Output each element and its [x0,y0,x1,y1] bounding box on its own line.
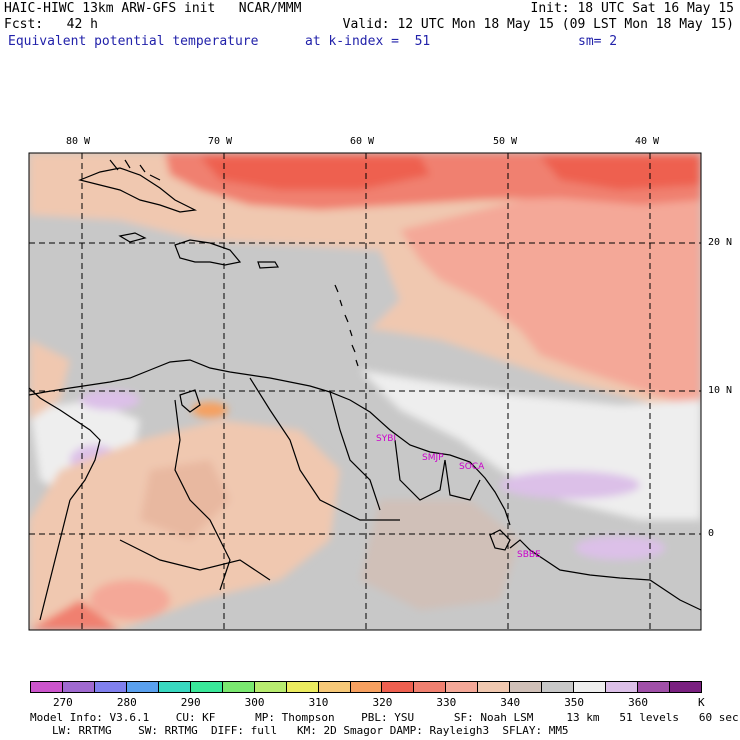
colorbar-swatch [61,681,95,693]
model-info-line2: LW: RRTMG SW: RRTMG DIFF: full KM: 2D Sm… [52,724,569,737]
colorbar-swatch [157,681,191,693]
colorbar-tick-label: 320 [372,696,393,709]
lon-label-40w: 40 W [635,136,660,147]
lon-label-50w: 50 W [493,136,518,147]
smoothing-label: sm= 2 [578,34,618,49]
graticule [29,153,701,630]
colorbar-swatch [93,681,127,693]
lon-label-80w: 80 W [66,136,91,147]
colorbar-swatch [221,681,255,693]
colorbar-tick-label: 310 [308,696,329,709]
colorbar-tick-label: 360 [628,696,648,709]
colorbar-swatch [413,681,447,693]
station-smjp: SMJP [422,453,444,463]
colorbar-swatch [125,681,159,693]
colorbar-swatch [189,681,223,693]
colorbar-tick-label: 270 [52,696,73,709]
lon-label-60w: 60 W [350,136,375,147]
colorbar-swatch [637,681,671,693]
colorbar-tick-label: 280 [116,696,137,709]
colorbar-tick-label: 350 [564,696,585,709]
forecast-hour: Fcst: 42 h [4,17,98,32]
colorbar-tick-label: 290 [180,696,201,709]
colorbar-swatch [253,681,287,693]
colorbar-swatch [445,681,479,693]
level-label: at k-index = 51 [305,34,431,49]
colorbar-tick-label: 300 [244,696,265,709]
init-time: Init: 18 UTC Sat 16 May 15 [530,1,735,16]
map-frame [28,152,702,631]
station-sbbe: SBBE [517,550,541,560]
colorbar-swatch [573,681,607,693]
theta-e-field [29,153,701,630]
colorbar-swatch [541,681,575,693]
colorbar-swatch [381,681,415,693]
colorbar-swatch [285,681,319,693]
model-title: HAIC-HIWC 13km ARW-GFS init NCAR/MMM [4,1,302,16]
lat-label-20n: 20 N [708,237,733,248]
coastlines [29,159,701,621]
field-name: Equivalent potential temperature [8,34,259,49]
colorbar-swatch [605,681,639,693]
colorbar-swatch [349,681,383,693]
colorbar-unit: K [698,696,705,709]
valid-time: Valid: 12 UTC Mon 18 May 15 (09 LST Mon … [342,17,734,32]
colorbar-swatch [30,681,63,693]
colorbar-tick-label: 330 [436,696,457,709]
lat-label-10n: 10 N [708,385,733,396]
colorbar-swatch [317,681,351,693]
lat-label-0: 0 [708,528,715,539]
model-info-line1: Model Info: V3.6.1 CU: KF MP: Thompson P… [30,711,739,724]
colorbar-swatch [477,681,511,693]
colorbar-swatch [669,681,702,693]
lon-label-70w: 70 W [208,136,233,147]
colorbar-swatch [509,681,543,693]
colorbar-tick-label: 340 [500,696,521,709]
station-soca: SOCA [459,462,485,472]
station-sybi: SYBI [376,434,396,444]
